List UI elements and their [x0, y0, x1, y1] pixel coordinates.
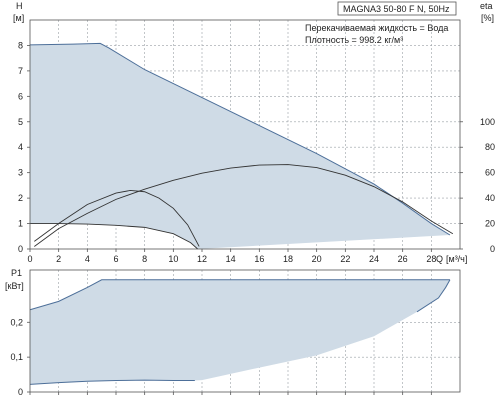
y2-tick-label: 0: [490, 244, 495, 254]
x-tick-label: 6: [113, 254, 118, 264]
y-axis-label-p1: P1: [11, 268, 22, 278]
x-tick-label: 14: [226, 254, 236, 264]
p1-tick-label: 0: [18, 387, 23, 397]
y2-axis-unit-eta: [%]: [481, 13, 494, 23]
x-tick-label: 12: [197, 254, 207, 264]
power-operating-area: [30, 279, 450, 385]
y2-tick-label: 80: [485, 142, 495, 152]
y2-tick-label: 60: [485, 168, 495, 178]
x-tick-label: 26: [398, 254, 408, 264]
power-panel: 0 0,1 0,2: [10, 269, 461, 397]
y-axis-unit-p1: [кВт]: [5, 281, 24, 291]
p1-tick-label: 0,2: [10, 317, 23, 327]
y-tick-label: 5: [18, 117, 23, 127]
p1-tick-label: 0,1: [10, 352, 23, 362]
y-tick-label: 3: [18, 168, 23, 178]
density-label: Плотность = 998.2 кг/м³: [305, 35, 403, 45]
y-axis-label-h: H: [16, 1, 23, 11]
y-tick-label: 4: [18, 142, 23, 152]
y-axis-unit-h: [м]: [13, 13, 24, 23]
y2-axis-label-eta: eta: [480, 1, 493, 11]
x-axis-unit-q: [м³/ч]: [446, 254, 467, 264]
efficiency-curve-small: [34, 190, 200, 247]
x-tick-label: 16: [254, 254, 264, 264]
y-tick-label: 7: [18, 66, 23, 76]
y-tick-label: 0: [18, 244, 23, 254]
efficiency-curve-large: [34, 164, 454, 247]
y-tick-label: 8: [18, 40, 23, 50]
y-tick-label: 1: [18, 219, 23, 229]
y2-tick-label: 100: [480, 117, 495, 127]
y2-tick-label: 40: [485, 193, 495, 203]
title-box: [337, 1, 457, 16]
x-tick-label: 20: [312, 254, 322, 264]
y-tick-label: 2: [18, 193, 23, 203]
x-tick-label: 0: [27, 254, 32, 264]
head-plot-frame: [29, 19, 461, 250]
x-tick-label: 2: [56, 254, 61, 264]
x-tick-label: 4: [85, 254, 90, 264]
max-power-curve: [29, 279, 450, 311]
x-tick-label: 8: [142, 254, 147, 264]
liquid-label: Перекачиваемая жидкость = Вода: [305, 23, 448, 33]
y-tick-label: 6: [18, 91, 23, 101]
min-power-curve: [29, 379, 195, 385]
power-right-edge-curve: [416, 279, 451, 313]
x-tick-label: 24: [369, 254, 379, 264]
min-head-curve: [30, 223, 198, 250]
x-tick-label: 28: [426, 254, 436, 264]
x-tick-label: 22: [340, 254, 350, 264]
max-head-curve: [29, 42, 451, 236]
power-plot-frame: [29, 269, 461, 393]
x-tick-label: 18: [283, 254, 293, 264]
head-operating-area: [30, 43, 450, 249]
y2-tick-label: 20: [485, 219, 495, 229]
x-tick-label: 10: [168, 254, 178, 264]
x-axis-label-q: Q: [436, 254, 443, 264]
chart-title: MAGNA3 50-80 F N, 50Hz: [343, 4, 450, 14]
